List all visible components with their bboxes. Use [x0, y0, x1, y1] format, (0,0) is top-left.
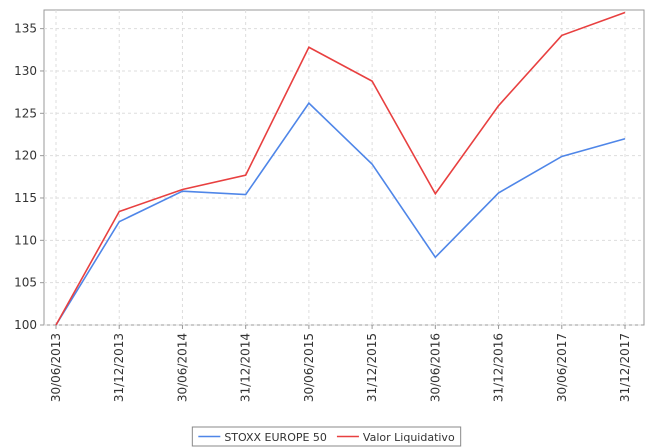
x-tick-label: 30/06/2015 [302, 333, 316, 402]
x-tick-label: 30/06/2014 [175, 333, 189, 402]
legend: STOXX EUROPE 50 Valor Liquidativo [191, 426, 462, 447]
y-tick-label: 130 [14, 64, 37, 78]
y-tick-label: 100 [14, 318, 37, 332]
y-tick-label: 125 [14, 106, 37, 120]
y-tick-label: 135 [14, 22, 37, 36]
y-tick-label: 115 [14, 191, 37, 205]
x-tick-label: 31/12/2017 [618, 333, 632, 402]
plot-area [43, 9, 645, 326]
y-tick-label: 105 [14, 276, 37, 290]
x-tick-label: 30/06/2013 [49, 333, 63, 402]
y-tick-label: 110 [14, 233, 37, 247]
x-tick-label: 31/12/2015 [365, 333, 379, 402]
legend-label: Valor Liquidativo [363, 431, 455, 444]
x-tick-label: 31/12/2016 [492, 333, 506, 402]
x-tick-label: 31/12/2014 [239, 333, 253, 402]
legend-label: STOXX EUROPE 50 [224, 431, 327, 444]
x-tick-label: 31/12/2013 [112, 333, 126, 402]
series-line [55, 11, 626, 326]
x-tick-label: 30/06/2017 [555, 333, 569, 402]
series-line [55, 101, 626, 326]
x-tick-label: 30/06/2016 [428, 333, 442, 402]
legend-box [191, 426, 462, 447]
y-tick-label: 120 [14, 149, 37, 163]
